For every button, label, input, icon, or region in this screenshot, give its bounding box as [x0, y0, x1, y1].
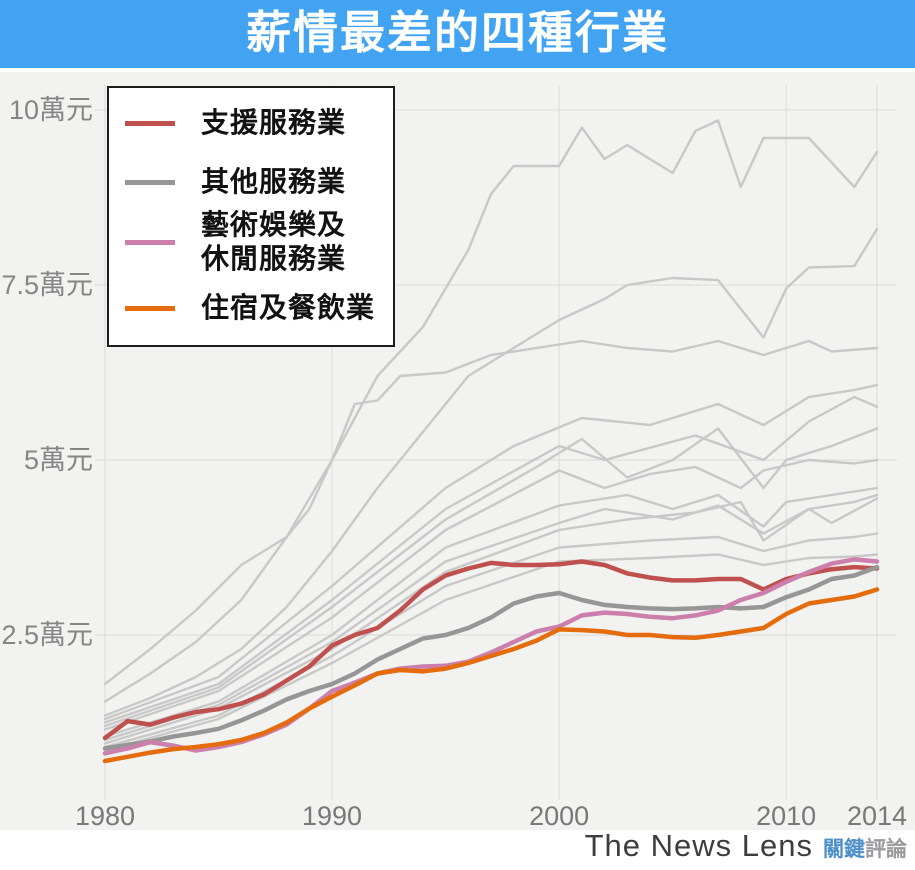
chart-area: 2.5萬元 5萬元 7.5萬元 10萬元 1980 1990 2000 2010 2014 支… [0, 72, 915, 831]
series-line-其他服務業 [102, 564, 880, 751]
brand-logo-zh-primary: 關鍵 [823, 838, 865, 861]
header: 薪情最差的四種行業 [0, 0, 915, 68]
background-series-line [103, 227, 879, 717]
legend-label: 住宿及餐飲業 [201, 292, 376, 323]
background-series-line [103, 458, 879, 731]
x-axis-tick-label: 1990 [302, 801, 363, 831]
brand-logo-zh: 關鍵評論 [823, 833, 907, 863]
background-series-line [103, 383, 879, 721]
y-axis-tick-label: 7.5萬元 [1, 270, 93, 300]
background-series-line [103, 497, 879, 745]
background-series-line [103, 493, 879, 742]
chart-legend: 支援服務業其他服務業藝術娛樂及 休閒服務業住宿及餐飲業 [107, 86, 395, 347]
background-series-line [103, 553, 879, 752]
legend-swatch-line [125, 120, 175, 126]
y-axis-tick-label: 5萬元 [23, 445, 93, 475]
legend-item: 藝術娛樂及 休閒服務業 [125, 208, 393, 276]
legend-swatch-line [125, 179, 175, 185]
legend-item: 支援服務業 [125, 105, 393, 141]
background-series-line [103, 119, 879, 703]
legend-label: 藝術娛樂及 休閒服務業 [201, 209, 347, 274]
series-line-住宿及餐飲業 [102, 587, 880, 764]
series-line-支援服務業 [102, 559, 880, 741]
x-axis-tick-label: 2000 [529, 801, 590, 831]
legend-item: 其他服務業 [125, 164, 393, 200]
legend-item: 住宿及餐飲業 [125, 290, 393, 326]
x-axis-tick-label: 2010 [756, 801, 817, 831]
legend-label: 支援服務業 [201, 107, 347, 138]
background-series-line [103, 339, 879, 686]
legend-swatch-line [125, 239, 175, 245]
series-line-藝術娛樂及休閒服務業 [102, 557, 880, 756]
y-axis-tick-label: 10萬元 [8, 95, 93, 125]
background-series-line [103, 427, 879, 728]
brand-logo-en: The News Lens [584, 828, 813, 863]
x-axis-tick-label: 2014 [846, 801, 908, 831]
brand-logo-zh-secondary: 評論 [865, 838, 907, 861]
legend-label: 其他服務業 [201, 166, 347, 197]
page-title: 薪情最差的四種行業 [245, 7, 669, 58]
x-axis-tick-label: 1980 [74, 801, 136, 831]
background-series-line [103, 395, 879, 724]
line-chart [95, 85, 897, 800]
brand-logo: The News Lens 關鍵評論 [585, 828, 907, 868]
legend-swatch-line [125, 305, 175, 311]
background-series-line [103, 486, 879, 738]
y-axis-tick-label: 2.5萬元 [1, 620, 93, 650]
